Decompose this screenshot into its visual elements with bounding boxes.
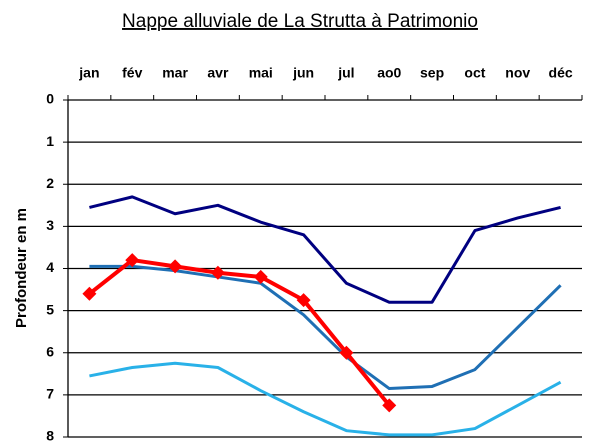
y-tick-label: 7 xyxy=(46,386,54,402)
point-marker xyxy=(125,253,140,268)
point-marker xyxy=(168,259,183,274)
x-tick-label: sep xyxy=(420,65,444,81)
point-marker xyxy=(82,286,97,301)
point-marker xyxy=(253,269,268,284)
y-tick-label: 3 xyxy=(46,217,54,233)
y-tick-label: 1 xyxy=(46,133,54,149)
series-line xyxy=(88,258,391,407)
y-tick-label: 6 xyxy=(46,343,54,359)
x-tick-label: jun xyxy=(292,65,314,81)
y-tick-label: 5 xyxy=(46,301,54,317)
y-axis-label: Profondeur en m xyxy=(13,208,30,328)
x-tick-label: nov xyxy=(505,65,530,81)
x-tick-label: fév xyxy=(122,65,142,81)
chart-title: Nappe alluviale de La Strutta à Patrimon… xyxy=(122,11,478,32)
x-tick-label: mar xyxy=(162,65,188,81)
y-tick-label: 4 xyxy=(46,259,54,275)
series-line xyxy=(89,264,562,391)
x-tick-label: jul xyxy=(337,65,354,81)
x-tick-label: déc xyxy=(549,65,573,81)
x-tick-label: jan xyxy=(78,65,99,81)
point-marker xyxy=(339,345,354,360)
x-tick-label: ao0 xyxy=(377,65,401,81)
series-line xyxy=(89,195,561,304)
point-marker xyxy=(296,293,311,308)
x-tick-label: oct xyxy=(464,65,485,81)
y-tick-label: 2 xyxy=(46,175,54,191)
y-tick-label: 0 xyxy=(46,91,54,107)
x-tick-label: mai xyxy=(249,65,273,81)
point-marker xyxy=(210,265,225,280)
y-tick-label: 8 xyxy=(46,428,54,444)
series-line xyxy=(89,361,562,437)
x-tick-label: avr xyxy=(207,65,229,81)
point-marker xyxy=(382,398,397,413)
